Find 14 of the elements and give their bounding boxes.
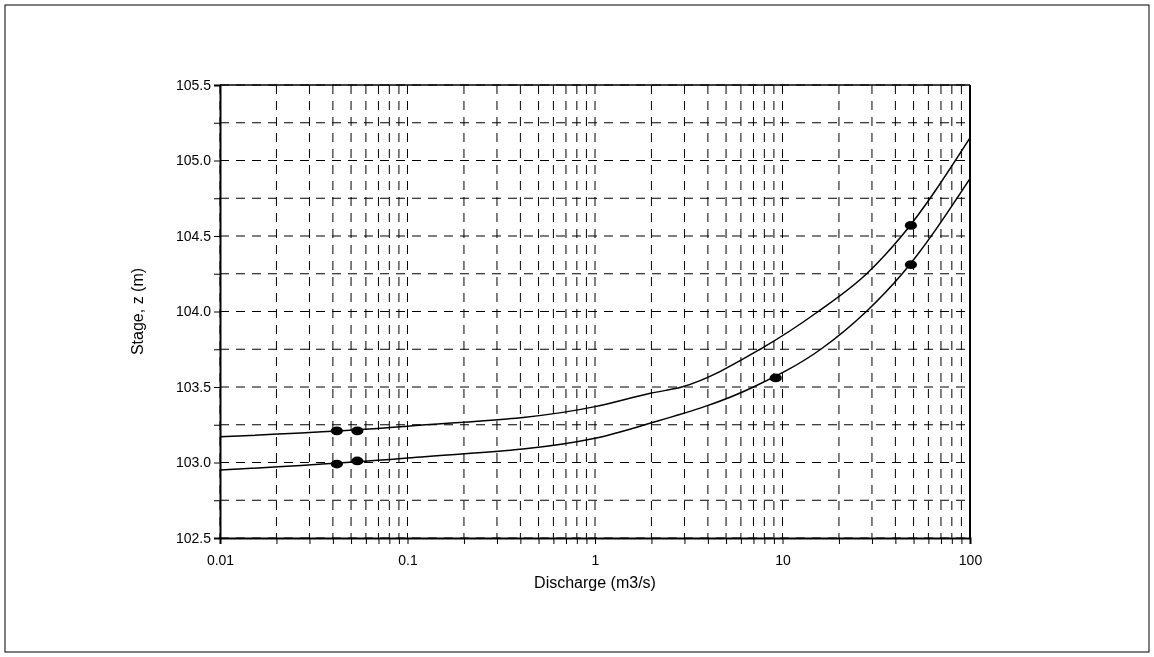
x-tick-label: 10: [775, 552, 791, 569]
x-tick-label: 0.1: [398, 552, 418, 569]
y-tick-label: 105.5: [175, 76, 212, 93]
x-tick-label: 1: [591, 552, 600, 569]
y-axis-title: Stage, z (m): [129, 267, 146, 356]
x-tick-label: 0.01: [206, 552, 235, 569]
y-tick-label: 104.0: [175, 303, 212, 320]
x-tick-label: 100: [958, 552, 983, 569]
y-tick-label: 104.5: [175, 227, 212, 244]
y-tick-label: 105.0: [175, 152, 212, 169]
x-axis-title: Discharge (m3/s): [534, 574, 656, 591]
y-tick-label: 103.5: [175, 378, 212, 395]
y-tick-label: 103.0: [175, 454, 212, 471]
y-tick-label: 102.5: [175, 529, 212, 546]
